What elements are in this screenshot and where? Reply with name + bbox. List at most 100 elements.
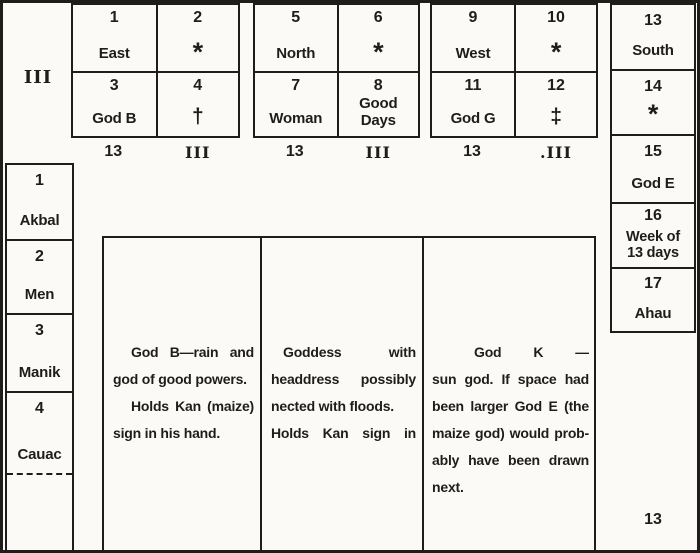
cell-7-woman: 7 Woman xyxy=(255,70,337,137)
description-line: next. xyxy=(432,479,464,495)
cell-number: 9 xyxy=(468,9,478,26)
direction-grid-north: 5 North 6 * 7 Woman 8 Good Days xyxy=(253,3,420,138)
cell-label: Cauac xyxy=(17,446,62,463)
cell-label: God B xyxy=(92,110,137,127)
footer-roman: III xyxy=(365,142,391,162)
south-column: 13 South 14 * 15 God E 16 Week of 13 day… xyxy=(610,3,696,333)
cell-12-double-dagger: 12 ‡ xyxy=(514,70,596,136)
cell-3-manik: 3 Manik xyxy=(7,315,72,393)
cell-number: 1 xyxy=(109,9,119,26)
cell-number: 3 xyxy=(109,76,119,94)
cell-15-god-e: 15 God E xyxy=(612,136,694,204)
cell-number: 3 xyxy=(35,322,44,339)
cell-13-south: 13 South xyxy=(612,5,694,71)
cell-label: God G xyxy=(450,110,496,127)
description-line: maize god) would prob- xyxy=(432,425,589,441)
cell-6-star: 6 * xyxy=(336,5,419,71)
description-line: ably have been drawn xyxy=(432,452,589,468)
cell-number: 7 xyxy=(291,76,301,94)
cell-number: 5 xyxy=(291,9,301,26)
description-goddess: Goddess with serpent headdress possibly … xyxy=(260,238,422,550)
cell-label: Ahau xyxy=(634,305,672,322)
footer-number: 13 xyxy=(463,143,481,160)
description-line: been larger God E (the xyxy=(432,398,589,414)
cell-4-cauac: 4 Cauac xyxy=(7,393,72,475)
cell-number: 2 xyxy=(193,9,203,26)
cell-number: 12 xyxy=(547,76,565,94)
cell-number: 1 xyxy=(35,172,44,189)
cell-label: Men xyxy=(24,286,55,303)
cell-number: 15 xyxy=(644,143,662,160)
cell-9-west: 9 West xyxy=(432,5,514,71)
grid-footer-north: 13 III xyxy=(253,141,420,163)
cell-number: 6 xyxy=(373,9,383,26)
day-sign-column: 1 Akbal 2 Men 3 Manik 4 Cauac xyxy=(5,163,74,550)
cell-number: 16 xyxy=(644,207,662,224)
cell-number: 2 xyxy=(35,248,44,265)
description-box: God B—rain and sky god of good powers. H… xyxy=(102,236,596,550)
footer-number: 13 xyxy=(285,143,304,160)
asterisk-symbol: * xyxy=(373,36,384,67)
cell-10-star: 10 * xyxy=(514,5,596,71)
description-line: Holds Kan sign in hand. xyxy=(271,425,416,441)
description-line: god of good powers. xyxy=(113,371,247,387)
description-line: Holds Kan (maize) xyxy=(131,398,254,414)
cell-label: God E xyxy=(631,175,675,192)
dagger-symbol: † xyxy=(192,105,204,128)
cell-4-dagger: 4 † xyxy=(155,70,238,136)
cell-8-good-days: 8 Good Days xyxy=(336,70,418,136)
cell-label: Akbal xyxy=(19,212,60,229)
description-line: Goddess with serpent xyxy=(283,344,416,360)
description-line: sun god. If space had xyxy=(432,371,589,387)
direction-grid-east: 1 East 2 * 3 God B 4 † xyxy=(71,3,240,138)
cell-number: 4 xyxy=(193,76,203,94)
cell-number: 17 xyxy=(644,275,662,292)
left-roman-label: III xyxy=(23,67,53,88)
double-dagger-symbol: ‡ xyxy=(550,105,562,128)
direction-grid-west: 9 West 10 * 11 God G 12 ‡ xyxy=(430,3,598,138)
asterisk-symbol: * xyxy=(550,36,562,67)
cell-11-god-g: 11 God G xyxy=(432,70,514,137)
cell-number: 14 xyxy=(644,78,662,95)
cell-label: North xyxy=(276,44,316,62)
cell-label: Manik xyxy=(18,364,61,381)
asterisk-symbol: * xyxy=(647,99,659,129)
cell-number: 4 xyxy=(35,400,44,417)
cell-3-god-b: 3 God B xyxy=(73,70,156,137)
bottom-right-number: 13 xyxy=(644,511,662,528)
description-line: nected with floods. xyxy=(271,398,394,414)
cell-label: West xyxy=(455,44,491,62)
cell-label: Good Days xyxy=(359,94,398,129)
cell-2-men: 2 Men xyxy=(7,241,72,315)
description-god-k: God K — benevolent sun god. If space had… xyxy=(422,238,594,550)
description-line: sign in his hand. xyxy=(113,425,221,441)
grid-footer-west: 13 .III xyxy=(430,141,598,163)
cell-number: 10 xyxy=(547,9,565,26)
cell-label: Woman xyxy=(269,110,323,127)
description-god-b: God B—rain and sky god of good powers. H… xyxy=(104,238,260,550)
cell-5-north: 5 North xyxy=(255,5,337,71)
description-line: God B—rain and sky xyxy=(131,344,254,360)
cell-1-east: 1 East xyxy=(73,5,156,71)
cell-number: 8 xyxy=(373,76,383,94)
description-line: headdress possibly con- xyxy=(271,371,416,387)
footer-number: 13 xyxy=(104,143,123,160)
cell-16-week-of-13-days: 16 Week of 13 days xyxy=(612,204,694,269)
grid-footer-east: 13 III xyxy=(71,141,240,163)
footer-roman: .III xyxy=(539,142,573,162)
cell-2-star: 2 * xyxy=(155,5,239,71)
cell-label: East xyxy=(98,44,130,62)
description-line: God K — benevolent xyxy=(474,344,589,360)
cell-label: South xyxy=(632,42,674,59)
empty-cell xyxy=(7,475,72,550)
cell-label: Week of 13 days xyxy=(626,229,680,261)
cell-17-ahau: 17 Ahau xyxy=(612,269,694,331)
cell-number: 13 xyxy=(644,12,662,29)
footer-roman: III xyxy=(185,142,211,162)
cell-14-star: 14 * xyxy=(612,71,694,136)
cell-1-akbal: 1 Akbal xyxy=(7,165,72,241)
asterisk-symbol: * xyxy=(192,36,204,67)
cell-number: 11 xyxy=(464,76,482,94)
